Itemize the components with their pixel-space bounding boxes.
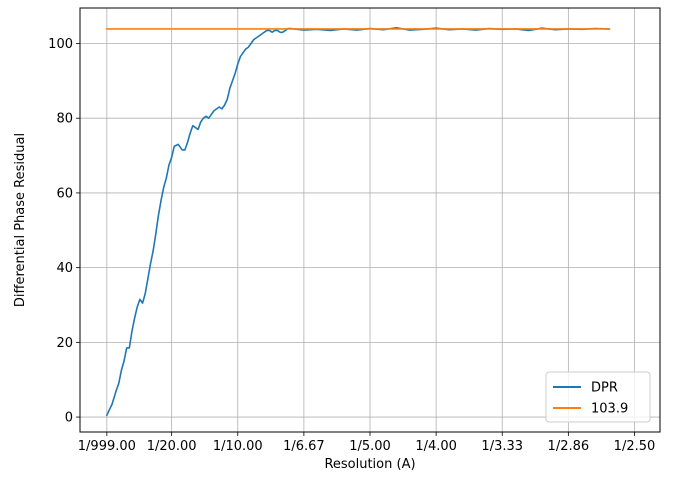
y-tick-label: 80: [56, 112, 73, 127]
x-tick-label: 1/2.86: [548, 439, 590, 454]
y-axis-label: Differential Phase Residual: [13, 133, 28, 307]
x-tick-label: 1/4.00: [415, 439, 457, 454]
x-tick-label: 1/3.33: [481, 439, 523, 454]
y-tick-label: 0: [65, 411, 73, 426]
y-tick-label: 100: [48, 37, 73, 52]
x-tick-label: 1/2.50: [614, 439, 656, 454]
x-tick-label: 1/999.00: [78, 439, 136, 454]
series-lines: [105, 26, 611, 417]
y-tick-label: 40: [56, 261, 73, 276]
legend-label-dpr: DPR: [591, 381, 618, 396]
legend-label-threshold: 103.9: [591, 402, 628, 417]
legend-box: [545, 371, 651, 423]
x-tick-label: 1/6.67: [283, 439, 325, 454]
x-tick-label: 1/5.00: [349, 439, 391, 454]
y-tick-label: 20: [56, 336, 73, 351]
x-tick-label: 1/20.00: [147, 439, 197, 454]
y-tick-label: 60: [56, 186, 73, 201]
axis-ticks: 1/999.00 1/20.00 1/10.00 1/6.67 1/5.00 1/4.00…: [48, 37, 655, 454]
legend: DPR 103.9: [545, 371, 651, 423]
x-axis-label: Resolution (A): [324, 457, 415, 472]
x-tick-label: 1/10.00: [213, 439, 263, 454]
